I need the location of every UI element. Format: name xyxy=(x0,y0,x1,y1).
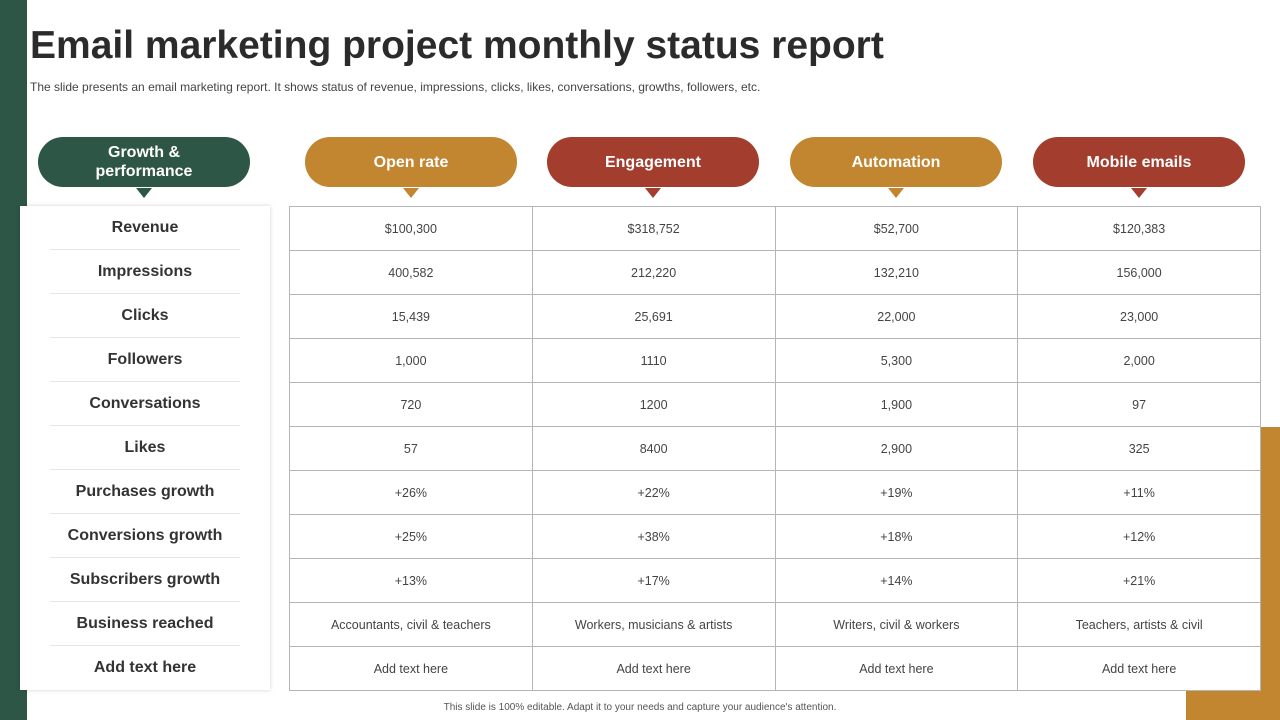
table-cell: 325 xyxy=(1017,426,1261,471)
table-cell: +14% xyxy=(774,558,1019,603)
table-cell: 97 xyxy=(1017,382,1261,427)
header-pointer-arrow xyxy=(645,188,661,198)
header-automation-label: Automation xyxy=(851,153,941,171)
table-cell: Add text here xyxy=(289,646,533,691)
table-cell: 25,691 xyxy=(531,294,776,339)
row-label-add-text: Add text here xyxy=(93,659,197,676)
table-cell: 400,582 xyxy=(289,250,533,295)
table-cell: $52,700 xyxy=(774,206,1019,251)
table-row: 400,582 212,220 132,210 156,000 xyxy=(289,250,1261,295)
table-cell: +19% xyxy=(774,470,1019,515)
header-open-rate: Open rate xyxy=(305,137,517,198)
row-label-clicks: Clicks xyxy=(50,294,240,338)
table-cell: 57 xyxy=(289,426,533,471)
table-cell: 1200 xyxy=(531,382,776,427)
table-cell: 1110 xyxy=(531,338,776,383)
header-pointer-arrow xyxy=(1131,188,1147,198)
table-row: +13% +17% +14% +21% xyxy=(289,558,1261,603)
table-cell: $120,383 xyxy=(1017,206,1261,251)
table-cell: +26% xyxy=(289,470,533,515)
header-pointer-arrow xyxy=(403,188,419,198)
page-title: Email marketing project monthly status r… xyxy=(30,24,884,67)
table-cell: +25% xyxy=(289,514,533,559)
table-row: 57 8400 2,900 325 xyxy=(289,426,1261,471)
header-growth-performance-label: Growth & performance xyxy=(95,144,193,180)
row-label-subscribers-growth: Subscribers growth xyxy=(50,558,240,602)
row-label-conversations: Conversations xyxy=(50,382,240,426)
table-cell: Writers, civil & workers xyxy=(774,602,1019,647)
table-cell: 8400 xyxy=(531,426,776,471)
row-label-purchases-growth: Purchases growth xyxy=(50,470,240,514)
table-cell: 720 xyxy=(289,382,533,427)
table-cell: +38% xyxy=(531,514,776,559)
page-subtitle: The slide presents an email marketing re… xyxy=(30,80,761,94)
header-mobile-emails-label: Mobile emails xyxy=(1086,153,1192,171)
table-cell: 1,000 xyxy=(289,338,533,383)
row-label-business-reached: Business reached xyxy=(50,602,240,646)
table-cell: +17% xyxy=(531,558,776,603)
header-engagement: Engagement xyxy=(547,137,759,198)
table-cell: Add text here xyxy=(774,646,1019,691)
status-data-table: $100,300 $318,752 $52,700 $120,383 400,5… xyxy=(289,206,1261,691)
table-cell: Teachers, artists & civil xyxy=(1017,602,1261,647)
table-cell: 22,000 xyxy=(774,294,1019,339)
header-mobile-emails: Mobile emails xyxy=(1033,137,1245,198)
table-row: Add text here Add text here Add text her… xyxy=(289,646,1261,691)
header-pointer-arrow xyxy=(888,188,904,198)
table-cell: Add text here xyxy=(531,646,776,691)
table-cell: 212,220 xyxy=(531,250,776,295)
table-cell: 132,210 xyxy=(774,250,1019,295)
row-label-likes: Likes xyxy=(50,426,240,470)
table-cell: Add text here xyxy=(1017,646,1261,691)
table-cell: 23,000 xyxy=(1017,294,1261,339)
table-cell: 2,000 xyxy=(1017,338,1261,383)
table-cell: +22% xyxy=(531,470,776,515)
table-cell: +13% xyxy=(289,558,533,603)
table-cell: Workers, musicians & artists xyxy=(531,602,776,647)
row-label-revenue: Revenue xyxy=(50,206,240,250)
row-label-conversions-growth: Conversions growth xyxy=(50,514,240,558)
table-cell: 156,000 xyxy=(1017,250,1261,295)
header-engagement-label: Engagement xyxy=(604,153,701,171)
table-cell: +12% xyxy=(1017,514,1261,559)
table-row: $100,300 $318,752 $52,700 $120,383 xyxy=(289,206,1261,251)
table-cell: 2,900 xyxy=(774,426,1019,471)
header-pointer-arrow xyxy=(136,188,152,198)
table-row: 1,000 1110 5,300 2,000 xyxy=(289,338,1261,383)
table-row: Accountants, civil & teachers Workers, m… xyxy=(289,602,1261,647)
row-label-followers: Followers xyxy=(50,338,240,382)
table-row: +26% +22% +19% +11% xyxy=(289,470,1261,515)
table-row: 720 1200 1,900 97 xyxy=(289,382,1261,427)
table-cell: 1,900 xyxy=(774,382,1019,427)
table-cell: 15,439 xyxy=(289,294,533,339)
table-cell: +21% xyxy=(1017,558,1261,603)
header-open-rate-label: Open rate xyxy=(373,153,449,171)
table-cell: $100,300 xyxy=(289,206,533,251)
row-labels-card: Revenue Impressions Clicks Followers Con… xyxy=(20,206,270,690)
header-growth-performance: Growth & performance xyxy=(38,137,250,198)
table-row: +25% +38% +18% +12% xyxy=(289,514,1261,559)
table-cell: $318,752 xyxy=(531,206,776,251)
table-row: 15,439 25,691 22,000 23,000 xyxy=(289,294,1261,339)
table-cell: +11% xyxy=(1017,470,1261,515)
row-label-impressions: Impressions xyxy=(50,250,240,294)
table-cell: +18% xyxy=(774,514,1019,559)
table-cell: 5,300 xyxy=(774,338,1019,383)
footer-note: This slide is 100% editable. Adapt it to… xyxy=(443,702,837,713)
table-cell: Accountants, civil & teachers xyxy=(289,602,533,647)
header-automation: Automation xyxy=(790,137,1002,198)
